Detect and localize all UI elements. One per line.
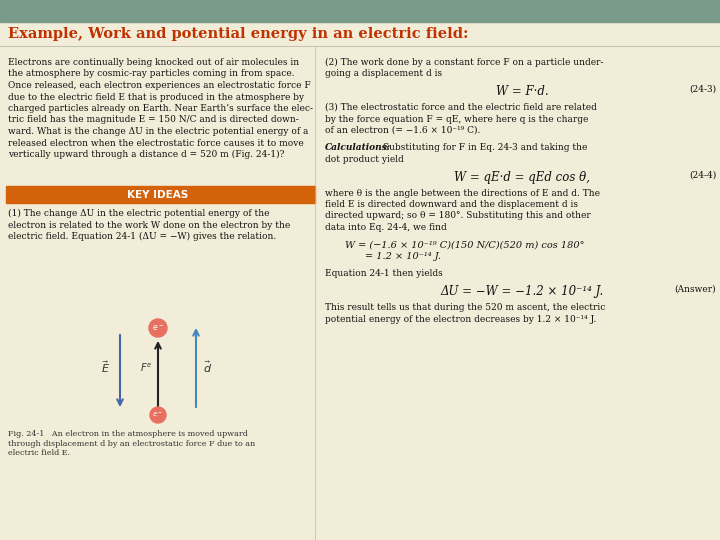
Text: electron is related to the work W done on the electron by the: electron is related to the work W done o… [8, 220, 290, 230]
Text: going a displacement d is: going a displacement d is [325, 70, 442, 78]
Text: KEY IDEAS: KEY IDEAS [127, 190, 188, 199]
Text: (24-4): (24-4) [689, 171, 716, 179]
Text: due to the electric field E that is produced in the atmosphere by: due to the electric field E that is prod… [8, 92, 304, 102]
Text: charged particles already on Earth. Near Earth’s surface the elec-: charged particles already on Earth. Near… [8, 104, 313, 113]
Text: = 1.2 × 10⁻¹⁴ J.: = 1.2 × 10⁻¹⁴ J. [365, 252, 441, 261]
Text: through displacement d by an electrostatic force F due to an: through displacement d by an electrostat… [8, 440, 256, 448]
Text: $e^-$: $e^-$ [152, 323, 164, 333]
Bar [0, 0, 720, 22]
Text: electric field. Equation 24-1 (ΔU = −W) gives the relation.: electric field. Equation 24-1 (ΔU = −W) … [8, 232, 276, 241]
Text: (24-3): (24-3) [689, 85, 716, 94]
Text: Electrons are continually being knocked out of air molecules in: Electrons are continually being knocked … [8, 58, 299, 67]
Text: tric field has the magnitude E = 150 N/C and is directed down-: tric field has the magnitude E = 150 N/C… [8, 116, 299, 125]
Circle shape [149, 319, 167, 337]
Text: Calculations:: Calculations: [325, 144, 391, 152]
Text: (1) The change ΔU in the electric potential energy of the: (1) The change ΔU in the electric potent… [8, 209, 269, 218]
Text: Once released, each electron experiences an electrostatic force F: Once released, each electron experiences… [8, 81, 311, 90]
Text: released electron when the electrostatic force causes it to move: released electron when the electrostatic… [8, 138, 304, 147]
Text: W = F·d.: W = F·d. [496, 85, 549, 98]
Text: electric field E.: electric field E. [8, 449, 70, 457]
Text: Fig. 24-1   An electron in the atmosphere is moved upward: Fig. 24-1 An electron in the atmosphere … [8, 430, 248, 438]
Text: $e^-$: $e^-$ [153, 410, 163, 420]
Text: $\vec{d}$: $\vec{d}$ [204, 360, 212, 375]
Text: (2) The work done by a constant force F on a particle under-: (2) The work done by a constant force F … [325, 58, 603, 67]
Text: $\vec{E}$: $\vec{E}$ [102, 360, 110, 375]
Text: ward. What is the change ΔU in the electric potential energy of a: ward. What is the change ΔU in the elect… [8, 127, 308, 136]
Text: the atmosphere by cosmic-ray particles coming in from space.: the atmosphere by cosmic-ray particles c… [8, 70, 294, 78]
Text: potential energy of the electron decreases by 1.2 × 10⁻¹⁴ J.: potential energy of the electron decreas… [325, 314, 596, 323]
Text: vertically upward through a distance d = 520 m (Fig. 24-1)?: vertically upward through a distance d =… [8, 150, 284, 159]
Text: of an electron (= −1.6 × 10⁻¹⁹ C).: of an electron (= −1.6 × 10⁻¹⁹ C). [325, 126, 480, 135]
Text: where θ is the angle between the directions of E and d. The: where θ is the angle between the directi… [325, 188, 600, 198]
Text: (Answer): (Answer) [675, 285, 716, 294]
Text: Substituting for F in Eq. 24-3 and taking the: Substituting for F in Eq. 24-3 and takin… [383, 144, 588, 152]
Text: field E is directed downward and the displacement d is: field E is directed downward and the dis… [325, 200, 578, 209]
Text: $F^e$: $F^e$ [140, 361, 152, 374]
Text: (3) The electrostatic force and the electric field are related: (3) The electrostatic force and the elec… [325, 103, 597, 112]
Text: directed upward; so θ = 180°. Substituting this and other: directed upward; so θ = 180°. Substituti… [325, 212, 590, 220]
Text: W = qE·d = qEd cos θ,: W = qE·d = qEd cos θ, [454, 171, 590, 184]
Text: dot product yield: dot product yield [325, 155, 404, 164]
Text: ΔU = −W = −1.2 × 10⁻¹⁴ J.: ΔU = −W = −1.2 × 10⁻¹⁴ J. [441, 285, 604, 298]
Text: by the force equation F = qE, where here q is the charge: by the force equation F = qE, where here… [325, 114, 588, 124]
Text: W = (−1.6 × 10⁻¹⁹ C)(150 N/C)(520 m) cos 180°: W = (−1.6 × 10⁻¹⁹ C)(150 N/C)(520 m) cos… [345, 240, 585, 249]
Text: Example, Work and potential energy in an electric field:: Example, Work and potential energy in an… [8, 27, 469, 41]
Text: Equation 24-1 then yields: Equation 24-1 then yields [325, 269, 443, 279]
Text: This result tells us that during the 520 m ascent, the electric: This result tells us that during the 520… [325, 303, 606, 312]
Text: data into Eq. 24-4, we find: data into Eq. 24-4, we find [325, 223, 446, 232]
Bar [6, 186, 315, 203]
Circle shape [150, 407, 166, 423]
